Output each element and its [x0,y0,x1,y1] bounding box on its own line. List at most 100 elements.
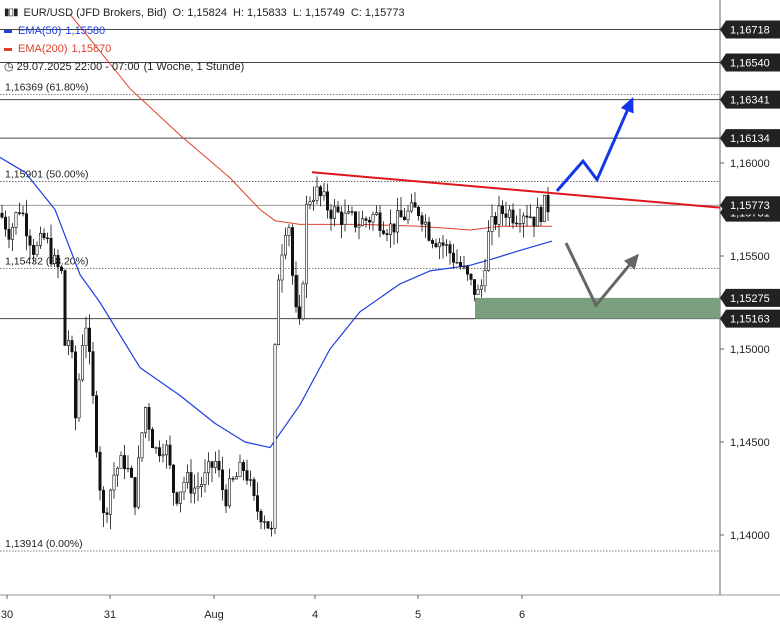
candle-body [416,207,420,217]
ema50-label: EMA(50) [18,25,62,37]
candle-body [112,474,116,491]
candle [290,224,294,285]
candle-body [105,512,109,515]
candle-body [214,460,218,468]
candle [500,200,504,226]
candle-body [525,215,529,218]
level-price-label: 1,16134 [720,129,780,148]
candle-body [444,244,448,246]
candle-body [374,212,378,215]
candle [322,182,326,201]
candle [28,229,32,260]
candle [189,459,193,504]
candle-body [301,283,305,319]
candle [207,452,211,486]
candle [130,465,134,478]
candle-body [451,252,455,263]
candle-body [0,212,4,218]
chart-legend: ▮▯▮ EUR/USD (JFD Brokers, Bid) O: 1,1582… [4,4,411,76]
candle-body [332,206,336,219]
candle-body [151,429,155,449]
candle [17,202,21,216]
candle-body [130,467,134,478]
candle-body [276,279,280,346]
candle [144,406,148,439]
candle-body [67,340,71,346]
candle-body [273,344,277,529]
ema200-swatch [4,47,12,51]
candle [416,205,420,221]
candle [413,192,417,208]
candle [367,216,371,230]
candle [350,206,354,216]
candle [521,212,525,238]
candle-icon: ▮▯▮ [4,7,18,18]
candle [273,343,277,535]
candle [112,462,116,499]
candle [11,223,15,251]
candle-body [507,209,511,218]
candle [193,474,197,504]
candle-body [427,221,431,241]
candle [437,238,441,259]
candle [329,204,333,231]
candle [315,176,319,205]
candle-body [448,244,452,254]
candle-body [434,243,438,248]
candle-body [409,202,413,212]
level-price-label: 1,15275 [720,288,780,307]
candle-body [521,215,525,224]
candle [81,334,85,382]
candle-body [123,455,127,470]
candle [123,444,127,480]
candle-body [388,223,392,235]
candle-body [186,472,190,483]
candle-body [490,216,494,232]
candle [98,446,102,501]
candle-body [325,191,329,211]
candle [231,475,235,482]
level-price-label-box [720,129,780,148]
candle [0,204,4,219]
candle [301,280,305,321]
candle [388,209,392,248]
candle-body [318,186,322,197]
candle-body [137,457,141,508]
ema200-line [69,13,552,231]
candle [465,264,469,281]
candle [228,468,232,509]
candle-body [95,395,99,453]
candle-body [350,211,354,213]
candle-body [116,467,120,476]
level-price-label: 1,16718 [720,20,780,39]
candle-body [109,489,113,515]
candle [196,472,200,502]
candle [430,238,434,249]
candle-body [483,270,487,287]
candle-body [465,266,469,275]
bullish-scenario-arrow [555,97,634,192]
level-price-label-text: 1,16718 [730,24,770,36]
candle-body [175,492,179,504]
candle-body [91,351,95,396]
candle [343,199,347,232]
candle-body [266,521,270,529]
candle-body [189,472,193,494]
fib-level-label: 1,15432 (38.20%) [5,256,88,268]
candle-body [31,244,35,255]
candle [493,211,497,231]
candle [158,440,162,463]
candle [318,184,322,207]
candle [280,244,284,293]
candle-body [168,444,172,466]
candle-body [360,218,364,226]
candle-body [392,223,396,233]
candle-body [193,487,197,494]
candle [56,249,60,279]
candle [161,443,165,463]
candle-body [493,216,497,225]
level-price-label: 1,16540 [720,53,780,72]
candle-body [539,207,543,223]
clock-icon: ◷ [4,61,14,73]
